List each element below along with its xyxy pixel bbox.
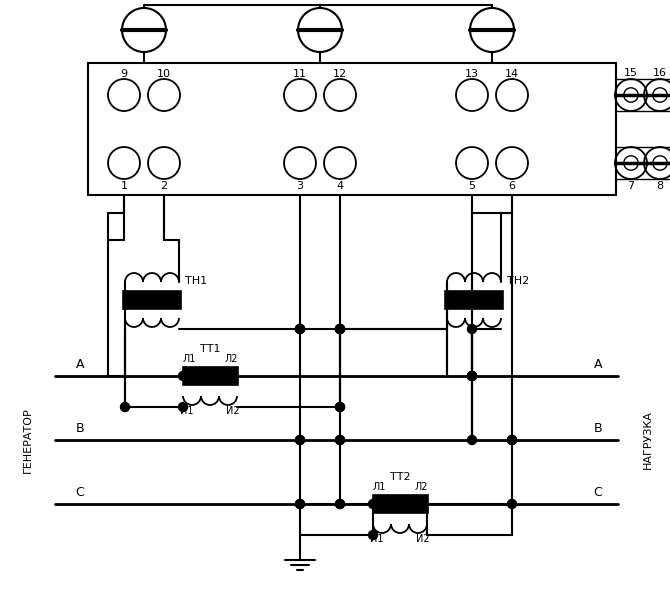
Circle shape	[336, 403, 344, 412]
Text: И1: И1	[371, 534, 384, 544]
Bar	[373, 495, 428, 513]
Circle shape	[336, 325, 344, 334]
Text: A: A	[594, 358, 602, 371]
Circle shape	[295, 435, 304, 444]
Circle shape	[336, 435, 344, 444]
Circle shape	[336, 403, 344, 412]
Circle shape	[507, 500, 517, 509]
Circle shape	[507, 435, 517, 444]
Circle shape	[178, 371, 188, 380]
Text: 16: 16	[653, 68, 667, 78]
Circle shape	[336, 325, 344, 334]
Text: Л2: Л2	[224, 354, 238, 364]
Text: Л2: Л2	[414, 482, 427, 492]
Text: B: B	[594, 422, 602, 434]
Text: 7: 7	[627, 181, 634, 191]
Text: 4: 4	[336, 181, 344, 191]
Text: C: C	[594, 486, 602, 498]
Circle shape	[369, 531, 377, 540]
Text: 6: 6	[509, 181, 515, 191]
Text: ТТ1: ТТ1	[200, 344, 220, 354]
Text: И1: И1	[180, 406, 194, 416]
Text: 10: 10	[157, 69, 171, 79]
Text: 3: 3	[297, 181, 304, 191]
Circle shape	[468, 371, 476, 380]
Text: 2: 2	[160, 181, 168, 191]
Circle shape	[295, 325, 304, 334]
Circle shape	[295, 325, 304, 334]
Text: И2: И2	[416, 534, 430, 544]
Circle shape	[336, 500, 344, 509]
Text: 1: 1	[121, 181, 127, 191]
Circle shape	[336, 325, 344, 334]
Text: ТН1: ТН1	[185, 276, 207, 286]
Text: 11: 11	[293, 69, 307, 79]
Circle shape	[336, 500, 344, 509]
Text: 15: 15	[624, 68, 638, 78]
Text: 9: 9	[121, 69, 127, 79]
Text: ТТ2: ТТ2	[390, 472, 410, 482]
Text: 14: 14	[505, 69, 519, 79]
Circle shape	[468, 371, 476, 380]
Text: 5: 5	[468, 181, 476, 191]
Text: НАГРУЗКА: НАГРУЗКА	[643, 410, 653, 470]
Circle shape	[121, 403, 129, 412]
Bar	[445, 291, 503, 309]
Text: Л1: Л1	[182, 354, 196, 364]
Circle shape	[295, 500, 304, 509]
Circle shape	[178, 403, 188, 412]
Text: ТН2: ТН2	[507, 276, 529, 286]
Text: A: A	[76, 358, 84, 371]
Circle shape	[369, 500, 377, 509]
Circle shape	[295, 435, 304, 444]
Text: 8: 8	[657, 181, 663, 191]
Text: И2: И2	[226, 406, 240, 416]
Circle shape	[468, 325, 476, 334]
Circle shape	[295, 325, 304, 334]
Circle shape	[295, 500, 304, 509]
Text: 12: 12	[333, 69, 347, 79]
Bar	[183, 367, 238, 385]
Circle shape	[468, 435, 476, 444]
Circle shape	[336, 325, 344, 334]
Text: ГЕНЕРАТОР: ГЕНЕРАТОР	[23, 407, 33, 473]
Circle shape	[336, 435, 344, 444]
Text: Л1: Л1	[373, 482, 386, 492]
Circle shape	[507, 435, 517, 444]
Bar	[88, 63, 616, 195]
Text: 13: 13	[465, 69, 479, 79]
Bar	[123, 291, 181, 309]
Circle shape	[468, 371, 476, 380]
Text: B: B	[76, 422, 84, 434]
Text: C: C	[76, 486, 84, 498]
